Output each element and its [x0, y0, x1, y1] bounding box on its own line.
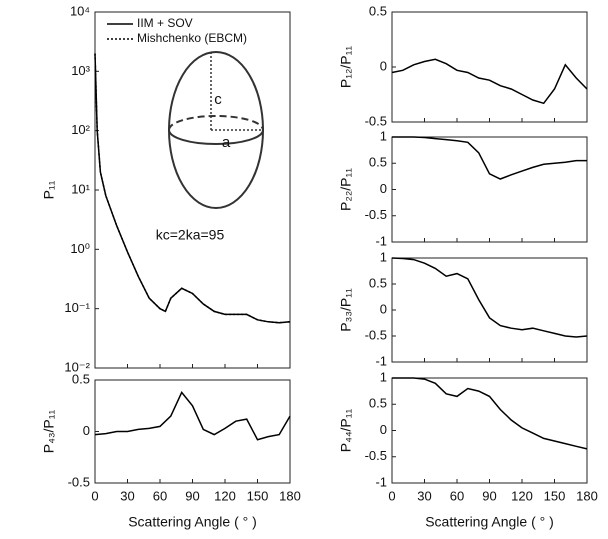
y-tick-label: -0.5 [365, 113, 387, 128]
x-tick-label: 90 [185, 488, 199, 503]
data-line [392, 377, 588, 450]
y-tick-label: -0.5 [68, 474, 90, 489]
y-tick-label: 0 [380, 58, 387, 73]
y-tick-label: 10³ [71, 63, 90, 78]
x-axis-label: Scattering Angle ( ° ) [128, 514, 257, 530]
annotation: c [214, 91, 222, 108]
x-tick-label: 60 [153, 488, 167, 503]
y-tick-label: 1 [380, 249, 387, 264]
y-tick-label: -0.5 [365, 327, 387, 342]
y-tick-label: 0.5 [369, 155, 387, 170]
x-tick-label: 60 [450, 488, 464, 503]
y-tick-label: 1 [380, 369, 387, 384]
y-tick-label: 1 [380, 128, 387, 143]
plot-frame [391, 377, 588, 484]
data-line [94, 390, 291, 441]
annotation: a [222, 134, 231, 151]
ellipsoid-diagram [168, 51, 264, 209]
y-tick-label: 0 [380, 301, 387, 316]
x-tick-label: 120 [214, 488, 236, 503]
legend-label: IIM + SOV [137, 16, 193, 30]
y-axis-label: P₂₂/P₁₁ [338, 168, 354, 211]
y-tick-label: 0 [83, 423, 90, 438]
y-axis-label: P₄₄/P₁₁ [338, 409, 354, 453]
y-axis-label: P₄₃/P₁₁ [41, 410, 57, 454]
annotation: kc=2ka=95 [156, 227, 225, 243]
plot-frame [391, 11, 588, 123]
x-tick-label: 180 [576, 488, 598, 503]
y-axis-label: P₁₂/P₁₁ [338, 46, 354, 88]
x-tick-label: 120 [511, 488, 533, 503]
y-tick-label: 0.5 [72, 371, 90, 386]
plot-frame [391, 257, 588, 363]
y-tick-label: 0.5 [369, 396, 387, 411]
y-tick-label: -1 [375, 233, 387, 248]
y-tick-label: 0 [380, 181, 387, 196]
x-tick-label: 150 [544, 488, 566, 503]
y-tick-label: 0 [380, 422, 387, 437]
y-tick-label: 0.5 [369, 3, 387, 18]
x-tick-label: 30 [120, 488, 134, 503]
y-tick-label: -1 [375, 353, 387, 368]
data-line [392, 136, 587, 180]
y-tick-label: 10⁻¹ [64, 300, 90, 315]
y-tick-label: 10² [71, 122, 90, 137]
y-tick-label: 0.5 [369, 275, 387, 290]
y-tick-label: 10⁰ [70, 241, 90, 256]
y-tick-label: -0.5 [365, 448, 387, 463]
y-tick-label: 10⁻² [64, 359, 90, 374]
y-tick-label: 10⁴ [70, 3, 90, 18]
y-tick-label: 10¹ [71, 181, 90, 196]
data-line [94, 53, 291, 324]
y-axis-label: P₁₁ [41, 180, 57, 199]
y-axis-label: P₃₃/P₁₁ [338, 288, 354, 332]
data-line [391, 58, 588, 105]
data-line [391, 257, 588, 338]
x-axis-label: Scattering Angle ( ° ) [425, 514, 554, 530]
x-tick-label: 150 [247, 488, 269, 503]
plot-frame [94, 11, 291, 369]
y-tick-label: -1 [375, 474, 387, 489]
y-tick-label: -0.5 [365, 207, 387, 222]
plot-frame [391, 136, 588, 243]
x-tick-label: 90 [482, 488, 496, 503]
x-tick-label: 0 [91, 488, 98, 503]
x-tick-label: 30 [417, 488, 431, 503]
x-tick-label: 0 [388, 488, 395, 503]
legend-label: Mishchenko (EBCM) [137, 31, 247, 45]
x-tick-label: 180 [279, 488, 301, 503]
data-line [94, 53, 291, 324]
